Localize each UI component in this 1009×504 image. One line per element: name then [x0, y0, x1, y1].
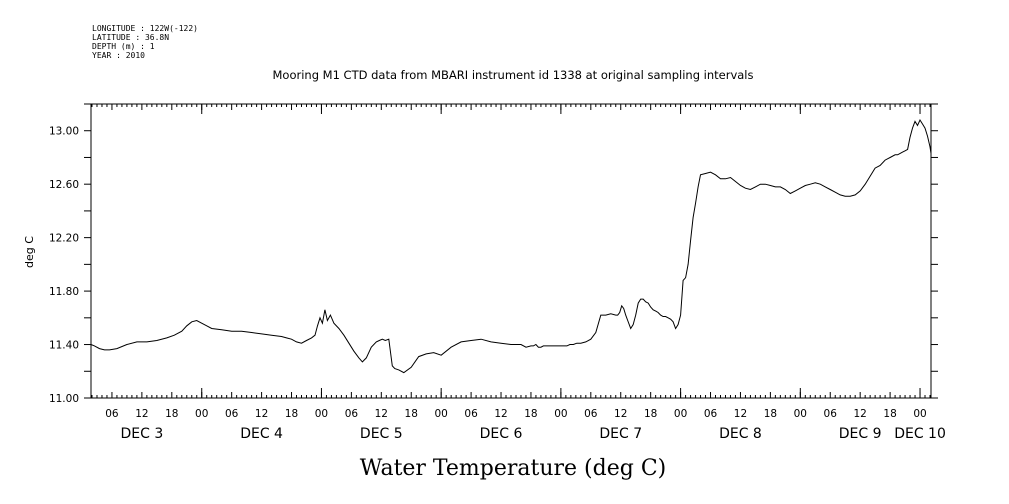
- x-hour-label: 12: [375, 408, 388, 420]
- x-day-label: DEC 8: [719, 426, 762, 442]
- x-day-label: DEC 5: [360, 426, 403, 442]
- x-day-label: DEC 10: [894, 426, 946, 442]
- x-hour-label: 12: [853, 408, 866, 420]
- x-day-label: DEC 6: [480, 426, 523, 442]
- x-hour-label: 18: [285, 408, 298, 420]
- x-day-label: DEC 4: [240, 426, 283, 442]
- chart-title: Mooring M1 CTD data from MBARI instrumen…: [273, 68, 754, 82]
- y-tick-label: 13.00: [49, 126, 79, 138]
- x-hour-label: 00: [315, 408, 328, 420]
- temperature-line: [90, 118, 932, 374]
- x-hour-label: 18: [524, 408, 537, 420]
- x-hour-label: 06: [105, 408, 119, 420]
- x-day-label: DEC 7: [599, 426, 642, 442]
- y-tick-label: 12.60: [49, 179, 79, 191]
- year-text: YEAR : 2010: [92, 51, 145, 60]
- x-hour-label: 18: [764, 408, 777, 420]
- x-hour-label: 00: [554, 408, 567, 420]
- depth-text: DEPTH (m) : 1: [92, 42, 155, 51]
- x-axis-label: Water Temperature (deg C): [360, 456, 667, 481]
- x-hour-label: 06: [584, 408, 598, 420]
- plot-frame: [90, 103, 932, 399]
- x-hour-label: 18: [405, 408, 418, 420]
- x-hour-label: 06: [225, 408, 239, 420]
- metadata-block: LONGITUDE : 122W(-122) LATITUDE : 36.8N …: [92, 24, 198, 60]
- tick-labels: 11.00 11.40 11.80 12.20 12.60 13.00 06 12 18 00 06…: [49, 126, 946, 442]
- x-day-label: DEC 9: [839, 426, 882, 442]
- y-tick-label: 11.80: [49, 286, 79, 298]
- y-tick-label: 12.20: [49, 233, 79, 245]
- x-hour-label: 18: [883, 408, 896, 420]
- x-day-label: DEC 3: [120, 426, 163, 442]
- x-hour-label: 06: [824, 408, 838, 420]
- x-hour-label: 12: [734, 408, 747, 420]
- x-hour-label: 12: [255, 408, 268, 420]
- x-hour-label: 00: [913, 408, 926, 420]
- x-hour-label: 00: [674, 408, 687, 420]
- longitude-text: LONGITUDE : 122W(-122): [92, 24, 198, 33]
- y-tick-label: 11.00: [49, 393, 79, 405]
- x-hour-label: 06: [464, 408, 478, 420]
- x-hour-label: 12: [494, 408, 507, 420]
- x-hour-label: 06: [704, 408, 718, 420]
- y-tick-label: 11.40: [49, 340, 79, 352]
- x-hour-label: 12: [614, 408, 627, 420]
- latitude-text: LATITUDE : 36.8N: [92, 33, 169, 42]
- x-hour-label: 00: [195, 408, 208, 420]
- x-hour-label: 18: [644, 408, 657, 420]
- y-axis-label: deg C: [23, 236, 36, 268]
- axis-ticks: [84, 103, 938, 399]
- x-hour-label: 00: [434, 408, 447, 420]
- x-hour-label: 00: [794, 408, 807, 420]
- x-hour-label: 18: [165, 408, 178, 420]
- x-hour-label: 06: [345, 408, 359, 420]
- x-hour-label: 12: [135, 408, 148, 420]
